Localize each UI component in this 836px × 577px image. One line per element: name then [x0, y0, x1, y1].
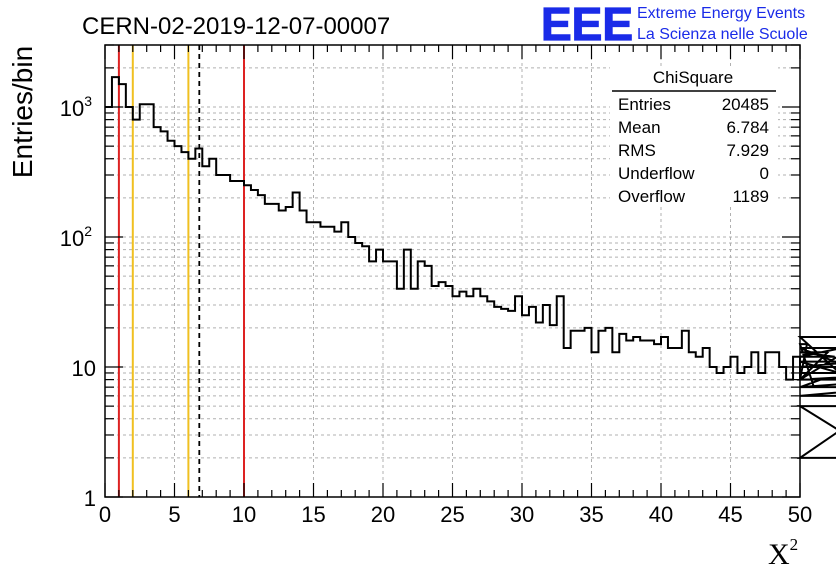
y-tick-label-exponent: 2 [84, 223, 92, 239]
stats-label-rms: RMS [618, 141, 656, 160]
stats-value-underflow: 0 [760, 164, 769, 183]
stats-box-title: ChiSquare [653, 68, 733, 87]
stats-box-row-mean: Mean 6.784 [618, 118, 769, 137]
eee-logo-line1: Extreme Energy Events [637, 5, 805, 22]
y-tick-label-base: 10 [60, 96, 84, 121]
x-tick-label: 5 [168, 502, 180, 527]
stats-box: ChiSquare Entries 20485 Mean 6.784 RMS 7… [610, 67, 778, 207]
axis-ticks [104, 44, 801, 498]
stats-box-row-rms: RMS 7.929 [618, 141, 769, 160]
x-tick-label: 30 [510, 502, 534, 527]
stats-box-row-underflow: Underflow 0 [618, 164, 769, 183]
y-tick-label: 103 [60, 93, 92, 121]
chart-title: CERN-02-2019-12-07-00007 [82, 13, 390, 40]
stats-label-mean: Mean [618, 118, 661, 137]
stats-box-row-entries: Entries 20485 [618, 95, 769, 114]
eee-logo-line2: La Scienza nelle Scuole [637, 26, 808, 43]
x-tick-label: 25 [440, 502, 464, 527]
stats-value-rms: 7.929 [726, 141, 769, 160]
y-tick-label: 10 [72, 356, 96, 381]
stats-box-background [610, 67, 778, 207]
y-axis-label: Entries/bin [7, 46, 38, 178]
x-tick-label: 35 [579, 502, 603, 527]
stats-label-entries: Entries [618, 95, 671, 114]
stats-label-overflow: Overflow [618, 187, 686, 206]
x-tick-label: 10 [232, 502, 256, 527]
x-tick-labels: 0 5 10 15 20 25 30 35 40 45 50 [99, 502, 812, 527]
x-tick-label: 45 [718, 502, 742, 527]
x-axis-label-base: X [768, 538, 790, 571]
eee-logo-letters: EEE [541, 0, 633, 50]
stats-value-mean: 6.784 [726, 118, 769, 137]
eee-logo: EEE Extreme Energy Events La Scienza nel… [540, 0, 808, 51]
y-tick-label: 1 [84, 486, 96, 511]
x-tick-label: 0 [99, 502, 111, 527]
stats-value-entries: 20485 [722, 95, 769, 114]
stats-value-overflow: 1189 [732, 187, 769, 206]
x-axis-label-superscript: 2 [790, 535, 799, 554]
x-tick-label: 15 [301, 502, 325, 527]
y-tick-label-exponent: 3 [84, 93, 92, 109]
x-tick-label: 40 [649, 502, 673, 527]
x-tick-label: 50 [788, 502, 812, 527]
stats-label-underflow: Underflow [618, 164, 695, 183]
y-tick-label-base: 10 [60, 226, 84, 251]
y-tick-label: 102 [60, 223, 92, 251]
x-axis-label: X2 [768, 535, 798, 571]
x-tick-label: 20 [371, 502, 395, 527]
stats-box-row-overflow: Overflow 1189 [618, 187, 769, 206]
grid-lines [105, 45, 800, 497]
